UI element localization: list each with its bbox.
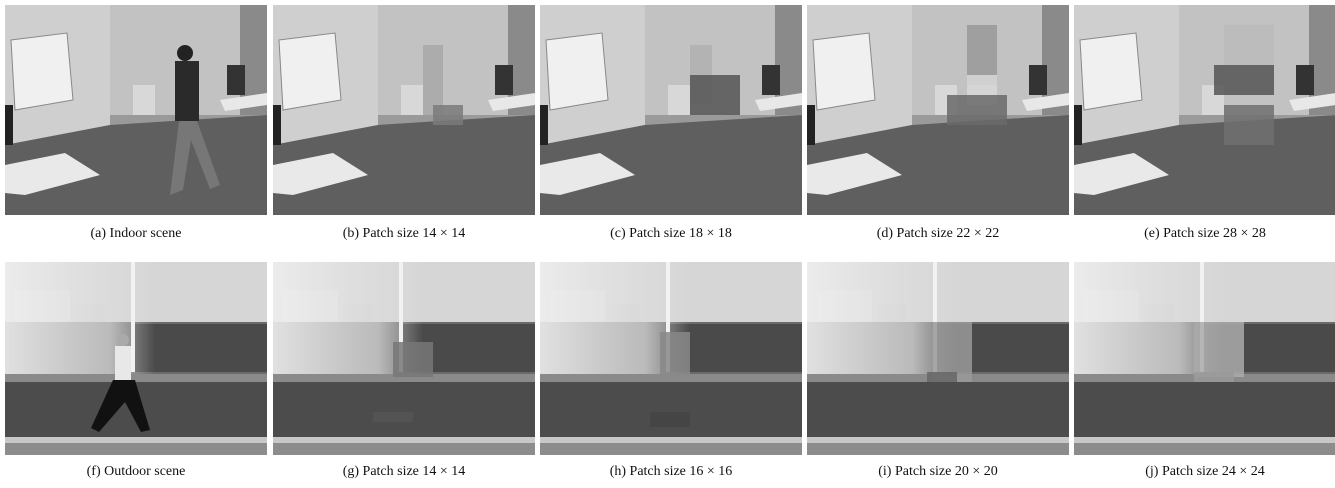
caption: (d) Patch size 22 × 22 bbox=[876, 226, 1000, 241]
caption: (c) Patch size 18 × 18 bbox=[610, 226, 732, 241]
panel: (b) Patch size 14 × 14 bbox=[273, 5, 535, 241]
patch bbox=[393, 342, 433, 377]
patch bbox=[947, 95, 1007, 125]
caption: (i) Patch size 20 × 20 bbox=[878, 464, 998, 479]
person-head bbox=[177, 45, 193, 61]
panel: (c) Patch size 18 × 18 bbox=[540, 5, 802, 241]
panel-image bbox=[5, 5, 267, 215]
patch bbox=[660, 332, 690, 377]
patch bbox=[373, 412, 413, 422]
panel-image bbox=[540, 5, 802, 215]
patch bbox=[927, 372, 957, 382]
caption: (j) Patch size 24 × 24 bbox=[1145, 464, 1265, 479]
panel-image bbox=[1074, 5, 1335, 215]
patch bbox=[650, 412, 690, 427]
patch bbox=[423, 45, 443, 115]
person-body bbox=[115, 346, 131, 380]
patch bbox=[433, 105, 463, 125]
panel: (j) Patch size 24 × 24 bbox=[1074, 262, 1335, 479]
caption: (g) Patch size 14 × 14 bbox=[342, 464, 466, 479]
caption: (h) Patch size 16 × 16 bbox=[609, 464, 733, 479]
person-legs bbox=[170, 121, 220, 195]
scene bbox=[273, 5, 535, 215]
patch bbox=[690, 75, 740, 115]
panel-image bbox=[1074, 262, 1335, 455]
patch bbox=[1214, 65, 1274, 95]
patch bbox=[1194, 372, 1234, 382]
panel-image bbox=[5, 262, 267, 455]
scene bbox=[5, 5, 267, 215]
panel: (a) Indoor scene bbox=[5, 5, 267, 241]
scene bbox=[5, 262, 267, 455]
panel: (g) Patch size 14 × 14 bbox=[273, 262, 535, 479]
person-head bbox=[117, 334, 129, 346]
panel: (f) Outdoor scene bbox=[5, 262, 267, 479]
person-legs bbox=[91, 380, 150, 432]
patch bbox=[1224, 105, 1274, 145]
scene bbox=[1074, 5, 1335, 215]
panel-image bbox=[273, 262, 535, 455]
caption: (b) Patch size 14 × 14 bbox=[342, 226, 466, 241]
panel-image bbox=[273, 5, 535, 215]
panel: (i) Patch size 20 × 20 bbox=[807, 262, 1069, 479]
scene bbox=[540, 5, 802, 215]
caption: (a) Indoor scene bbox=[90, 226, 182, 241]
scene bbox=[807, 5, 1069, 215]
caption: (f) Outdoor scene bbox=[86, 464, 186, 479]
panel-image bbox=[807, 5, 1069, 215]
panel: (e) Patch size 28 × 28 bbox=[1074, 5, 1335, 241]
person-body bbox=[175, 61, 199, 121]
patch bbox=[1194, 322, 1244, 377]
panel: (d) Patch size 22 × 22 bbox=[807, 5, 1069, 241]
panel: (h) Patch size 16 × 16 bbox=[540, 262, 802, 479]
panel-image bbox=[540, 262, 802, 455]
panel-image bbox=[807, 262, 1069, 455]
patch bbox=[1224, 25, 1274, 65]
caption: (e) Patch size 28 × 28 bbox=[1144, 226, 1266, 241]
